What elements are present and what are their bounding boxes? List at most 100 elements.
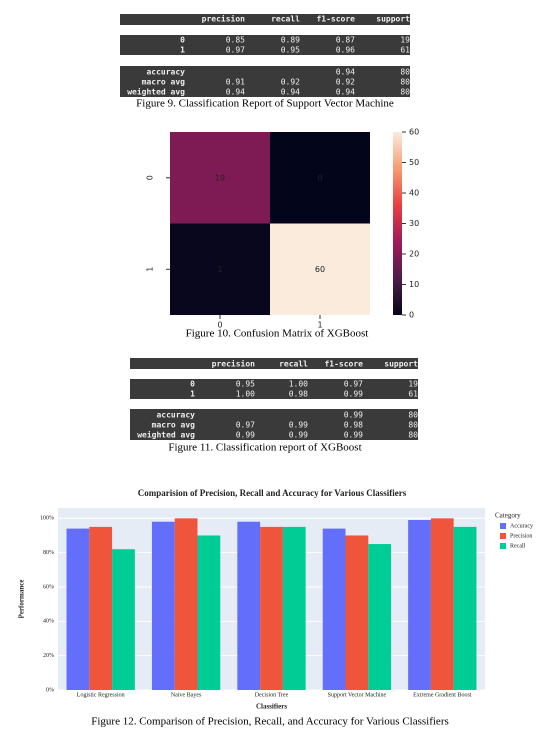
legend-swatch bbox=[500, 533, 506, 539]
bar bbox=[430, 518, 454, 690]
table-cell: 80 bbox=[400, 68, 410, 77]
table-cell: 80 bbox=[408, 411, 418, 420]
x-tick-label: Logistic Regression bbox=[77, 692, 125, 698]
bar bbox=[345, 535, 369, 690]
table-cell: 0.94 bbox=[336, 68, 355, 77]
table-cell: 19 bbox=[400, 36, 410, 45]
bar bbox=[197, 535, 221, 690]
heatmap-cell bbox=[270, 223, 370, 315]
column-header: recall bbox=[271, 15, 300, 24]
heatmap-cell bbox=[170, 132, 270, 224]
y-axis-label: Performance bbox=[18, 580, 26, 619]
table-cell: 0.94 bbox=[336, 88, 355, 97]
legend-label: Recall bbox=[510, 543, 526, 549]
table-band bbox=[120, 66, 410, 97]
table-cell: 1.00 bbox=[289, 380, 308, 389]
row-label: weighted avg bbox=[127, 87, 185, 97]
cell-label: 60 bbox=[315, 265, 325, 274]
colorbar-label: 30 bbox=[409, 219, 419, 228]
x-tick-label: 0 bbox=[217, 321, 222, 330]
table-cell: 0.95 bbox=[236, 380, 255, 389]
legend-label: Precision bbox=[510, 533, 532, 539]
y-tick-label: 60% bbox=[43, 584, 54, 590]
bar bbox=[237, 521, 261, 690]
table-cell: 0.97 bbox=[226, 46, 245, 55]
table-cell: 0.99 bbox=[344, 411, 363, 420]
caption: Figure 9. Classification Report of Suppo… bbox=[136, 98, 394, 110]
table-cell: 0.96 bbox=[336, 46, 355, 55]
table-cell: 0.87 bbox=[336, 36, 355, 45]
y-tick-label: 20% bbox=[43, 653, 54, 659]
table-cell: 0.94 bbox=[281, 88, 300, 97]
table-cell: 0.99 bbox=[236, 431, 255, 440]
table-cell: 0.99 bbox=[344, 390, 363, 399]
caption: Figure 12. Comparison of Precision, Reca… bbox=[91, 716, 449, 728]
heatmap-cell bbox=[270, 132, 370, 224]
table-cell: 0.98 bbox=[344, 421, 363, 430]
table-cell: 0.99 bbox=[344, 431, 363, 440]
row-label: accuracy bbox=[156, 411, 195, 420]
colorbar-label: 60 bbox=[409, 128, 419, 137]
table-cell: 80 bbox=[408, 421, 418, 430]
row-label: weighted avg bbox=[137, 430, 195, 440]
row-label: accuracy bbox=[146, 68, 185, 77]
bar bbox=[282, 526, 306, 690]
legend-label: Accuracy bbox=[510, 523, 533, 529]
caption: Figure 11. Classification report of XGBo… bbox=[168, 442, 361, 454]
table-cell: 0.94 bbox=[226, 88, 245, 97]
table-cell: 80 bbox=[408, 431, 418, 440]
table-cell: 80 bbox=[400, 78, 410, 87]
bar bbox=[453, 526, 477, 690]
row-label: macro avg bbox=[152, 421, 196, 430]
table-cell: 0.85 bbox=[226, 36, 245, 45]
table-band bbox=[130, 409, 418, 440]
table-cell: 80 bbox=[400, 88, 410, 97]
column-header: support bbox=[376, 15, 410, 24]
table-cell: 0.99 bbox=[289, 421, 308, 430]
bar bbox=[408, 520, 431, 690]
x-tick-label: 1 bbox=[317, 321, 322, 330]
table-cell: 0.99 bbox=[289, 431, 308, 440]
table-cell: 0.92 bbox=[281, 78, 300, 87]
x-tick-label: Naive Bayes bbox=[171, 692, 202, 698]
table-band bbox=[120, 14, 410, 25]
y-tick-label: 40% bbox=[43, 619, 54, 625]
column-header: precision bbox=[202, 14, 246, 24]
table-cell: 61 bbox=[408, 390, 418, 399]
y-tick-label: 0 bbox=[146, 175, 155, 180]
table-band bbox=[130, 358, 418, 369]
column-header: f1-score bbox=[316, 15, 355, 24]
bar bbox=[89, 526, 113, 690]
table-cell: 0.92 bbox=[336, 78, 355, 87]
cell-label: 19 bbox=[215, 173, 225, 182]
cell-label: 1 bbox=[217, 265, 222, 274]
colorbar-label: 40 bbox=[409, 189, 419, 198]
table-cell: 1.00 bbox=[236, 390, 255, 399]
table-cell: 0.95 bbox=[281, 46, 300, 55]
y-tick-label: 0% bbox=[46, 687, 54, 693]
table-cell: 0.89 bbox=[281, 36, 300, 45]
legend-title: Category bbox=[495, 512, 521, 520]
colorbar-label: 10 bbox=[409, 280, 419, 289]
bar bbox=[174, 518, 198, 690]
column-header: support bbox=[384, 360, 418, 369]
colorbar-label: 0 bbox=[409, 311, 414, 320]
colorbar-label: 20 bbox=[409, 250, 419, 259]
legend-swatch bbox=[500, 523, 506, 529]
table-cell: 19 bbox=[408, 380, 418, 389]
table-cell: 61 bbox=[400, 46, 410, 55]
table-cell: 0.97 bbox=[236, 421, 255, 430]
x-tick-label: Extreme Gradient Boost bbox=[413, 692, 472, 698]
y-tick-label: 100% bbox=[40, 516, 54, 522]
cell-label: 0 bbox=[317, 173, 322, 182]
x-axis-label: Classifiers bbox=[256, 703, 287, 711]
column-header: recall bbox=[279, 360, 308, 369]
row-label: 0 bbox=[190, 380, 195, 389]
bar bbox=[368, 544, 392, 690]
table-cell: 0.98 bbox=[289, 390, 308, 399]
table-cell: 0.91 bbox=[226, 78, 245, 87]
row-label: 1 bbox=[190, 390, 195, 399]
table-cell: 0.97 bbox=[344, 380, 363, 389]
bar bbox=[66, 528, 90, 690]
